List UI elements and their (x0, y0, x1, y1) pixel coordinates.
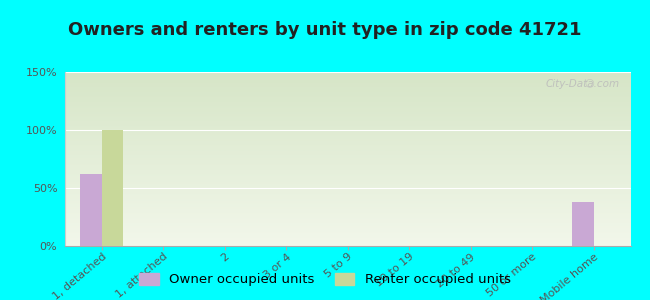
Text: ○: ○ (584, 77, 593, 87)
Bar (81, 174, 102, 246)
Text: City-Data.com: City-Data.com (545, 79, 619, 89)
Legend: Owner occupied units, Renter occupied units: Owner occupied units, Renter occupied un… (135, 269, 515, 290)
Text: Owners and renters by unit type in zip code 41721: Owners and renters by unit type in zip c… (68, 21, 582, 39)
Bar (572, 202, 593, 246)
Bar (102, 130, 124, 246)
